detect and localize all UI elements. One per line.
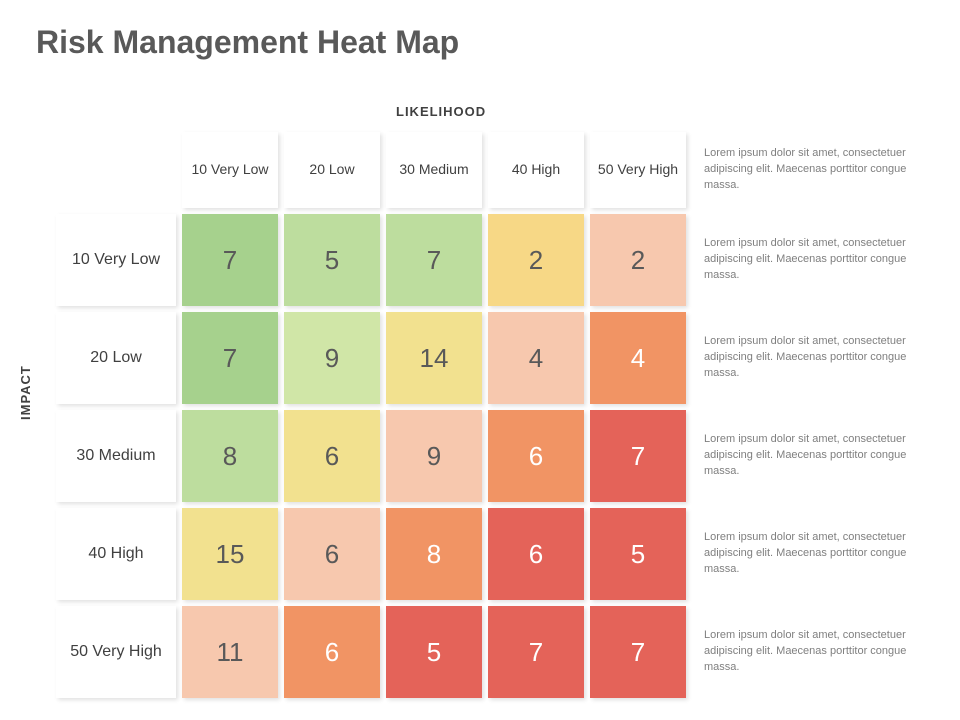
heatmap-cell: 15 bbox=[182, 508, 278, 600]
heatmap-cell: 11 bbox=[182, 606, 278, 698]
page-title: Risk Management Heat Map bbox=[36, 24, 459, 61]
row-note: Lorem ipsum dolor sit amet, consectetuer… bbox=[692, 132, 912, 208]
heatmap-cell: 7 bbox=[590, 606, 686, 698]
heatmap-cell: 4 bbox=[590, 312, 686, 404]
column-header: 40 High bbox=[488, 132, 584, 208]
heatmap-grid: 10 Very Low20 Low30 Medium40 High50 Very… bbox=[56, 132, 912, 698]
heatmap-cell: 6 bbox=[488, 508, 584, 600]
heatmap-cell: 5 bbox=[284, 214, 380, 306]
column-header: 50 Very High bbox=[590, 132, 686, 208]
heatmap-cell: 8 bbox=[386, 508, 482, 600]
row-header: 50 Very High bbox=[56, 606, 176, 698]
row-note: Lorem ipsum dolor sit amet, consectetuer… bbox=[692, 214, 912, 306]
column-header: 30 Medium bbox=[386, 132, 482, 208]
heatmap-cell: 5 bbox=[590, 508, 686, 600]
column-header: 20 Low bbox=[284, 132, 380, 208]
heatmap-cell: 2 bbox=[488, 214, 584, 306]
heatmap-cell: 9 bbox=[386, 410, 482, 502]
row-header: 10 Very Low bbox=[56, 214, 176, 306]
heatmap-cell: 7 bbox=[386, 214, 482, 306]
heatmap-cell: 7 bbox=[590, 410, 686, 502]
row-header: 40 High bbox=[56, 508, 176, 600]
row-note: Lorem ipsum dolor sit amet, consectetuer… bbox=[692, 312, 912, 404]
heatmap-cell: 7 bbox=[182, 312, 278, 404]
heatmap-cell: 6 bbox=[488, 410, 584, 502]
grid-corner bbox=[56, 132, 176, 208]
y-axis-label: IMPACT bbox=[18, 365, 33, 420]
heatmap-cell: 14 bbox=[386, 312, 482, 404]
x-axis-label: LIKELIHOOD bbox=[396, 104, 486, 119]
heatmap-cell: 7 bbox=[488, 606, 584, 698]
heatmap-cell: 2 bbox=[590, 214, 686, 306]
heatmap-cell: 8 bbox=[182, 410, 278, 502]
heatmap-cell: 5 bbox=[386, 606, 482, 698]
heatmap-cell: 9 bbox=[284, 312, 380, 404]
row-note: Lorem ipsum dolor sit amet, consectetuer… bbox=[692, 508, 912, 600]
heatmap-cell: 6 bbox=[284, 606, 380, 698]
heatmap-cell: 4 bbox=[488, 312, 584, 404]
heatmap-cell: 6 bbox=[284, 508, 380, 600]
row-note: Lorem ipsum dolor sit amet, consectetuer… bbox=[692, 410, 912, 502]
row-header: 20 Low bbox=[56, 312, 176, 404]
row-note: Lorem ipsum dolor sit amet, consectetuer… bbox=[692, 606, 912, 698]
heatmap-cell: 6 bbox=[284, 410, 380, 502]
column-header: 10 Very Low bbox=[182, 132, 278, 208]
row-header: 30 Medium bbox=[56, 410, 176, 502]
heatmap-cell: 7 bbox=[182, 214, 278, 306]
